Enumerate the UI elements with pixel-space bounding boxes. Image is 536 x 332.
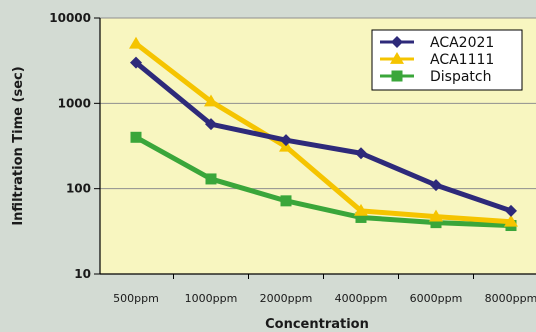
data-point xyxy=(204,94,218,107)
legend-entry: ACA2021 xyxy=(380,35,494,51)
data-point xyxy=(355,147,367,160)
legend-entry: ACA1111 xyxy=(380,52,494,68)
x-tick-label: 4000ppm xyxy=(335,292,388,305)
y-axis-title: Infiltration Time (sec) xyxy=(11,66,26,225)
legend-entry: Dispatch xyxy=(380,69,492,85)
data-point xyxy=(354,203,368,216)
data-point xyxy=(429,209,443,222)
series-line xyxy=(134,135,512,229)
legend-marker xyxy=(391,36,403,48)
x-tick-label: 1000ppm xyxy=(185,292,238,305)
legend-label: Dispatch xyxy=(430,69,492,85)
data-point xyxy=(430,217,442,229)
legend-marker xyxy=(391,70,403,82)
legend-label: ACA2021 xyxy=(430,35,494,51)
x-tick-label: 2000ppm xyxy=(260,292,313,305)
x-tick-labels: 500ppm 1000ppm 2000ppm 4000ppm 6000ppm 8000pp… xyxy=(113,292,536,305)
data-point xyxy=(280,195,292,207)
legend-marker xyxy=(390,52,404,64)
series-line xyxy=(134,60,512,214)
data-point xyxy=(280,134,292,147)
y-tick-label: 100 xyxy=(66,182,91,196)
x-axis-title: Concentration xyxy=(265,317,369,332)
data-point xyxy=(129,36,143,49)
data-point xyxy=(355,211,367,223)
legend-label: ACA1111 xyxy=(430,52,494,68)
x-tick-label: 6000ppm xyxy=(410,292,463,305)
data-point xyxy=(205,173,217,185)
axes xyxy=(94,17,536,279)
y-tick-label: 10 xyxy=(74,267,91,281)
x-tick-label: 500ppm xyxy=(113,292,159,305)
gridlines xyxy=(100,17,536,190)
series-layer xyxy=(129,36,518,232)
series-aca2021 xyxy=(130,56,517,217)
data-point xyxy=(205,118,217,131)
data-point xyxy=(505,204,517,217)
data-point xyxy=(504,214,518,227)
series-line xyxy=(134,41,512,225)
data-point xyxy=(130,131,142,143)
y-tick-labels: 10 100 1000 10000 xyxy=(49,11,91,281)
x-tick-label: 8000ppm xyxy=(485,292,536,305)
data-point xyxy=(130,56,142,69)
y-tick-label: 1000 xyxy=(58,96,91,110)
y-tick-label: 10000 xyxy=(49,11,91,25)
data-point xyxy=(430,179,442,192)
